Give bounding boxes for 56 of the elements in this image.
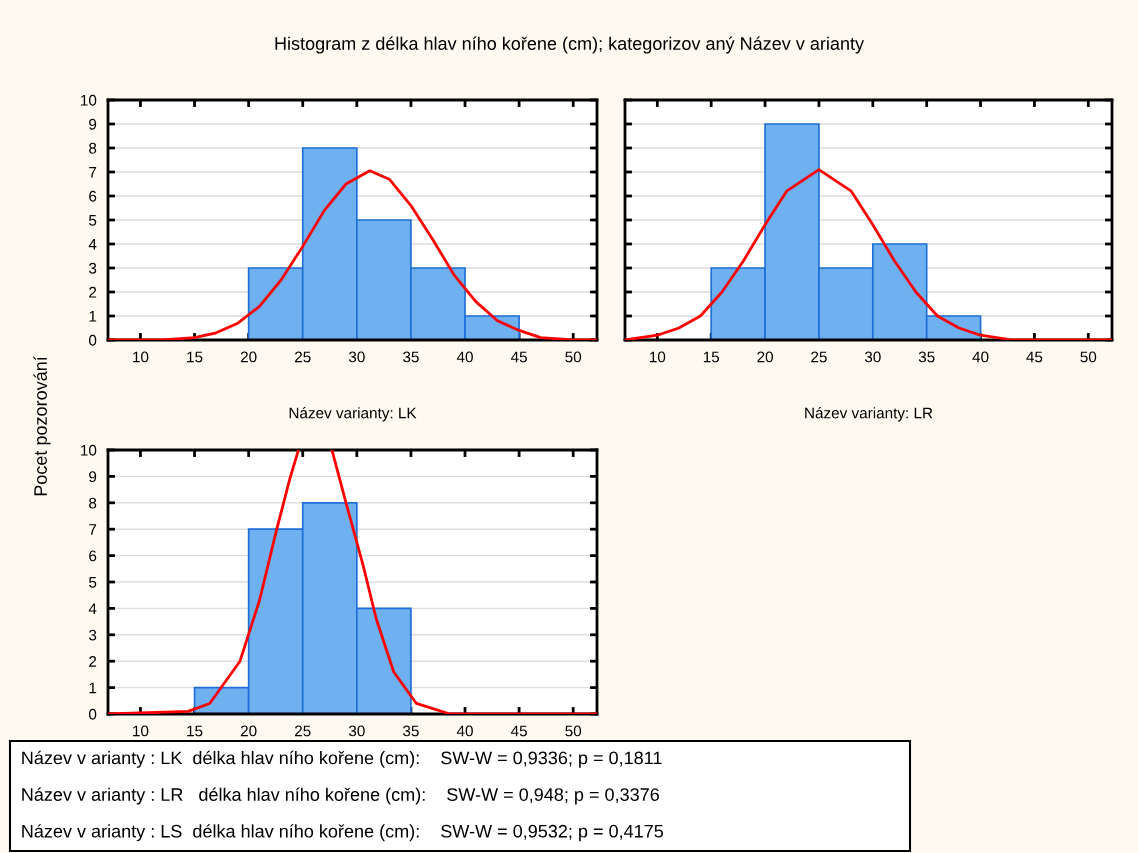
x-tick-label: 35 (403, 351, 419, 363)
y-tick-label: 10 (81, 94, 97, 106)
y-tick-label: 8 (89, 142, 97, 154)
y-tick-label: 0 (88, 708, 97, 720)
y-tick-label: 7 (89, 524, 97, 535)
y-tick-label: 4 (88, 603, 97, 614)
x-tick-label: 20 (240, 351, 257, 363)
y-tick-label: 7 (89, 167, 97, 178)
y-tick-label: 1 (89, 682, 97, 694)
x-tick-label: 50 (565, 351, 582, 363)
x-axis-title: Název varianty: LR (805, 407, 933, 422)
y-tick-label: 1 (89, 311, 97, 322)
x-tick-label: 50 (565, 725, 582, 737)
y-tick-label: 6 (89, 190, 97, 202)
x-tick-label: 25 (811, 351, 827, 363)
x-tick-label: 40 (456, 725, 473, 737)
x-tick-label: 20 (240, 725, 257, 737)
y-tick-label: 3 (88, 629, 97, 641)
text: Název v arianty : LS délka hlav ního kořene (cm): SW-W = 0,9532; p = 0,4175 (22, 824, 664, 842)
x-axis-title: Název varianty: LK (289, 407, 417, 422)
x-tick-label: 25 (295, 725, 311, 737)
x-tick-label: 30 (348, 351, 365, 363)
y-tick-label: 6 (89, 550, 97, 562)
x-tick-label: 50 (1080, 351, 1097, 363)
x-tick-label: 10 (133, 725, 149, 737)
x-tick-label: 45 (510, 725, 527, 737)
y-tick-label: 3 (88, 262, 97, 274)
x-tick-label: 15 (187, 725, 203, 737)
y-tick-label: 2 (89, 656, 97, 667)
y-tick-label: 9 (89, 471, 97, 483)
text: Název v arianty : LR délka hlav ního kořene (cm): SW-W = 0,948; p = 0,3376 (22, 787, 659, 805)
x-tick-label: 40 (972, 351, 989, 363)
x-tick-label: 15 (187, 351, 203, 363)
x-tick-label: 40 (456, 351, 473, 363)
text: Název v arianty : LK délka hlav ního kořene (cm): SW-W = 0,9336; p = 0,1811 (22, 750, 662, 768)
x-tick-label: 30 (348, 725, 365, 737)
y-tick-label: 5 (89, 577, 97, 588)
x-tick-label: 35 (918, 351, 935, 363)
x-tick-label: 25 (295, 351, 311, 363)
x-tick-label: 35 (403, 725, 419, 737)
x-tick-label: 15 (703, 351, 720, 363)
chart-title: Histogram z délka hlav ního kořene (cm); kategorizov aný Název v arianty (275, 36, 865, 54)
x-tick-label: 10 (133, 351, 149, 363)
y-tick-label: 4 (88, 239, 97, 250)
x-tick-label: 45 (1026, 351, 1043, 363)
y-tick-label: 0 (88, 334, 97, 346)
y-axis-title: Pocet pozorování (33, 356, 51, 496)
y-tick-label: 8 (89, 497, 97, 509)
x-tick-label: 30 (864, 351, 881, 363)
x-tick-label: 20 (757, 351, 773, 363)
y-tick-label: 10 (81, 444, 97, 456)
x-tick-label: 45 (510, 351, 527, 363)
y-tick-label: 2 (89, 286, 97, 298)
x-tick-label: 10 (649, 351, 666, 363)
y-tick-label: 9 (89, 118, 97, 130)
y-tick-label: 5 (89, 215, 97, 226)
